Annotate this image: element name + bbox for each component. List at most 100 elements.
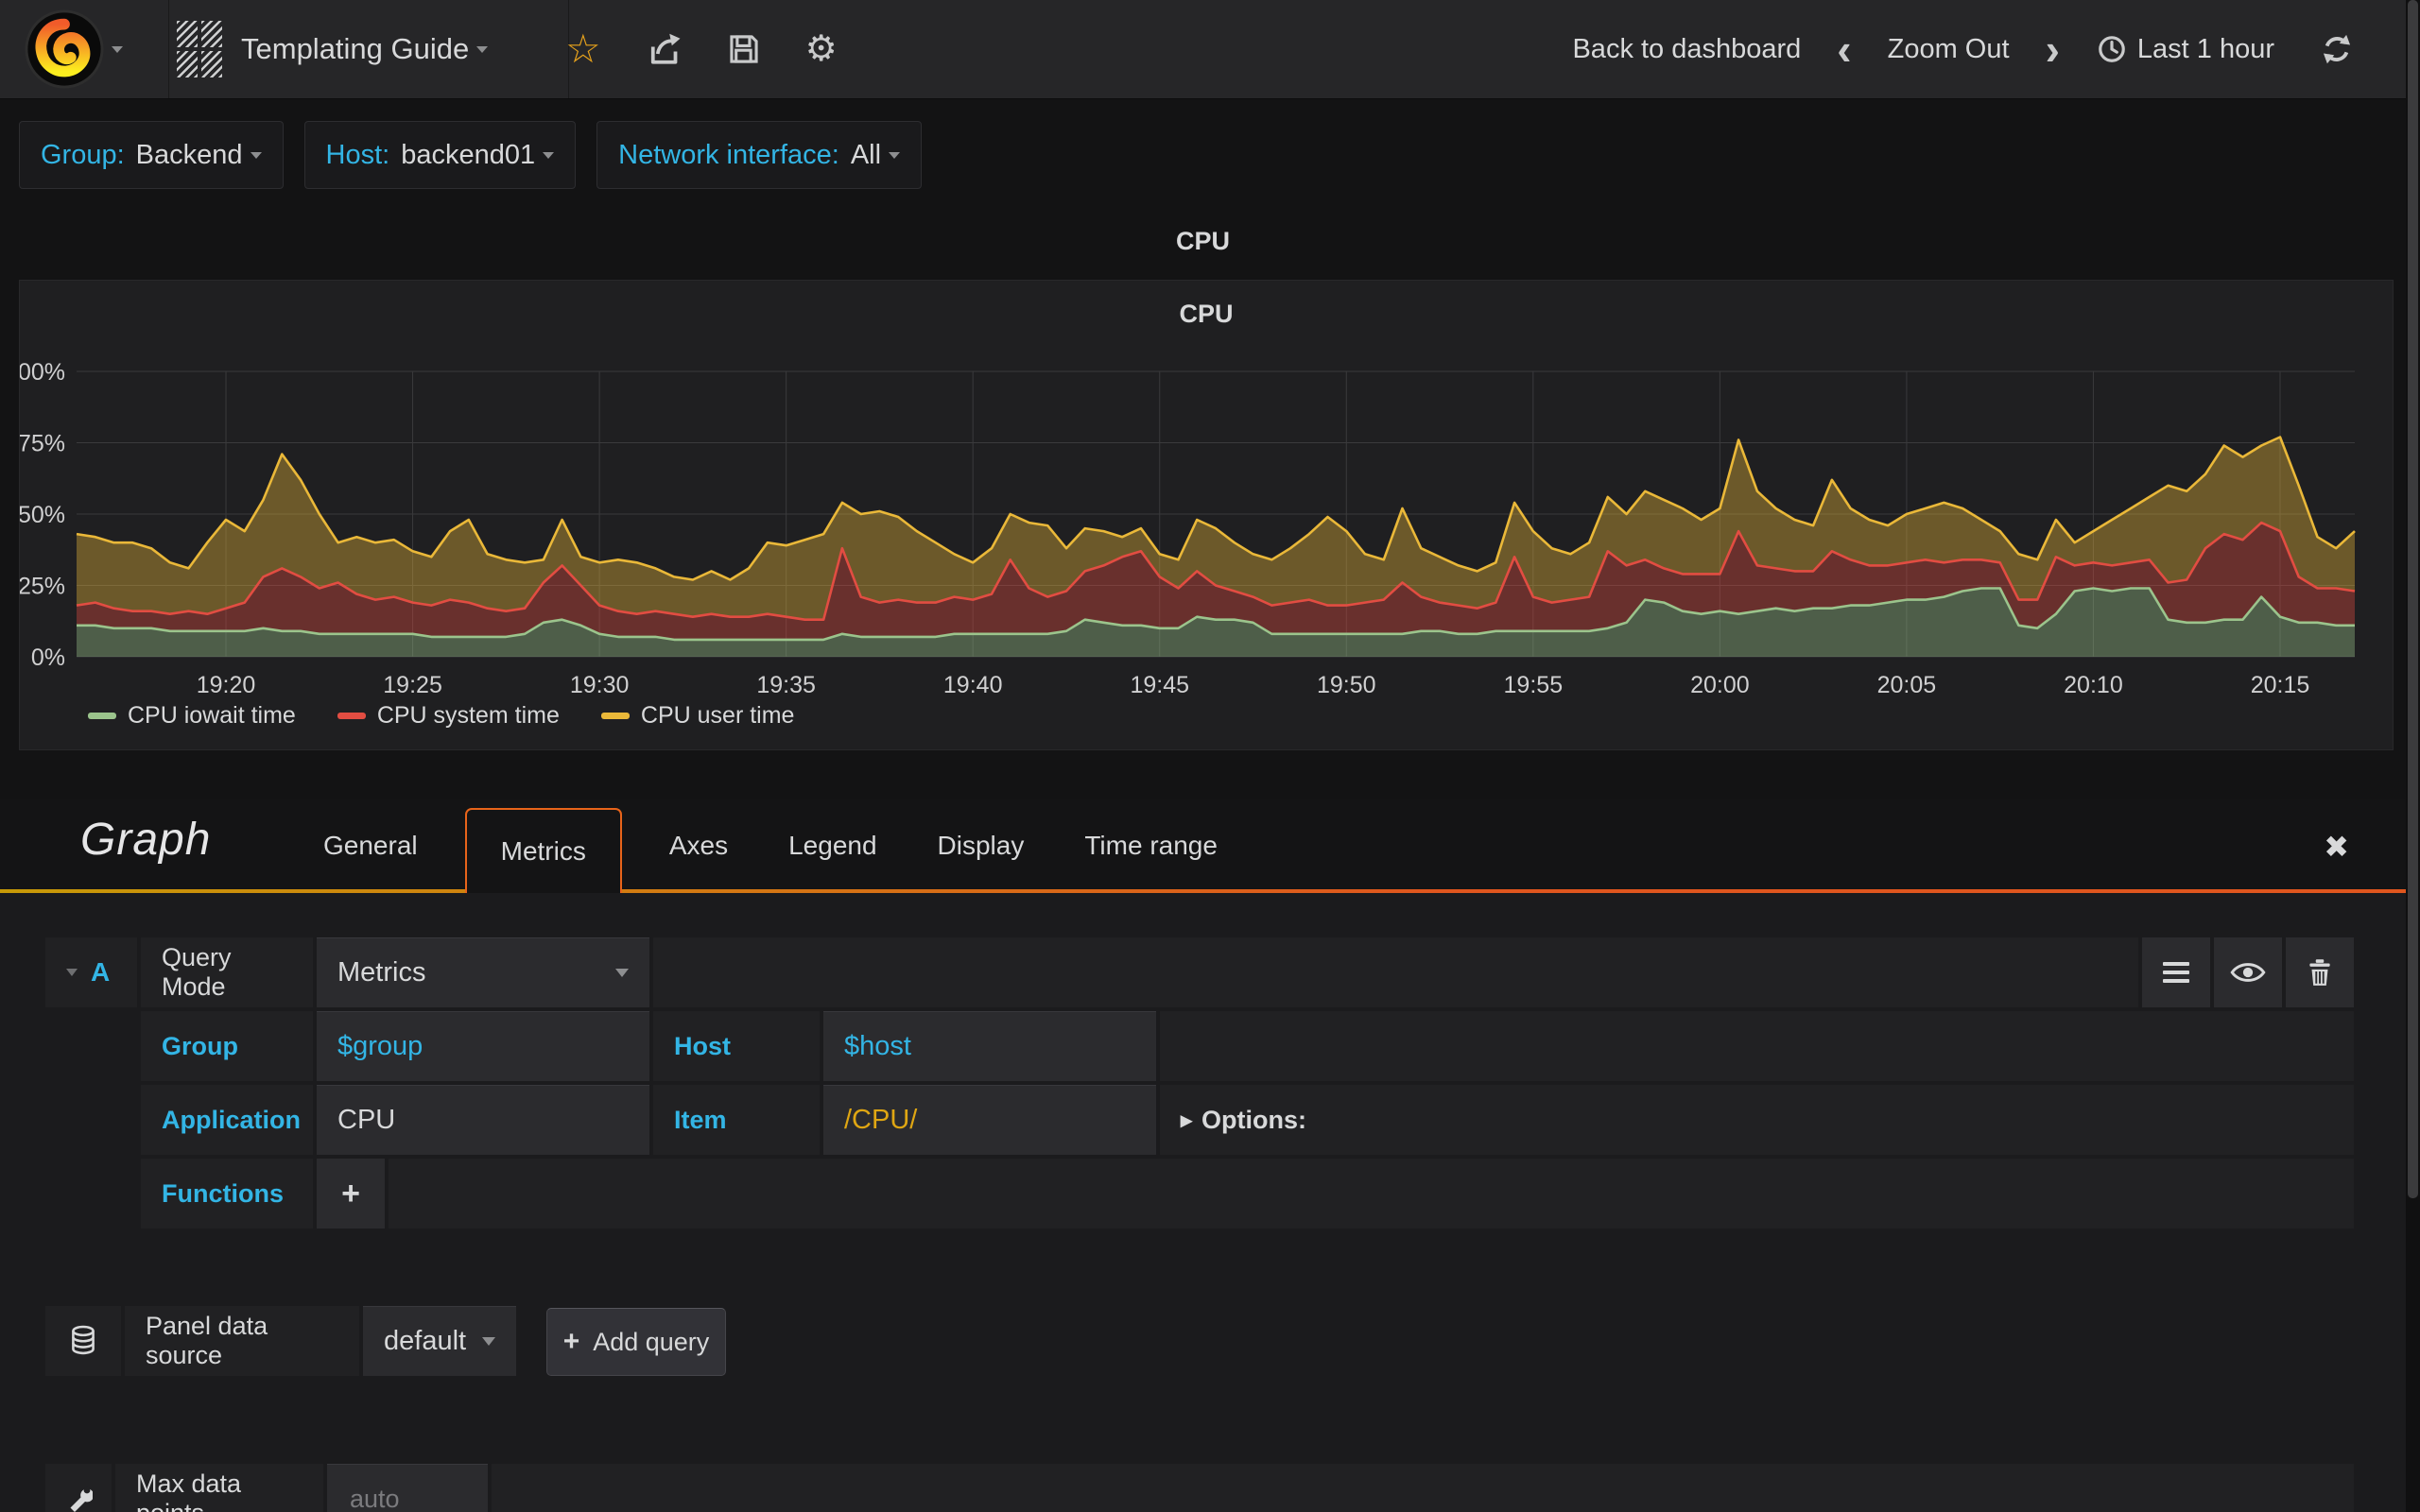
- options-toggle[interactable]: ▸ Options:: [1160, 1085, 2354, 1155]
- legend-item[interactable]: CPU iowait time: [88, 702, 296, 730]
- cpu-chart[interactable]: 0% 25% 50% 75% 100% 19:20 19:25 19:30 19:35 19:40…: [20, 351, 2391, 700]
- star-icon[interactable]: ☆: [565, 26, 601, 71]
- variable-label: Group:: [41, 139, 125, 170]
- options-arrow-icon: ▸: [1181, 1107, 1193, 1133]
- svg-text:50%: 50%: [20, 502, 65, 528]
- panel-type-title: Graph: [80, 815, 212, 865]
- scrollbar-thumb[interactable]: [2408, 0, 2418, 1198]
- functions-row-spacer: [389, 1159, 2354, 1228]
- close-icon[interactable]: ✖: [2324, 830, 2349, 864]
- variable-label: Network interface:: [618, 139, 839, 170]
- svg-text:19:20: 19:20: [197, 672, 256, 698]
- dashboard-title: Templating Guide: [241, 32, 470, 65]
- tab-time-range[interactable]: Time range: [1084, 831, 1218, 860]
- refresh-icon[interactable]: [2320, 32, 2354, 66]
- eye-icon: [2230, 963, 2266, 982]
- chevron-down-icon: [889, 151, 901, 159]
- host-field[interactable]: $host: [823, 1011, 1156, 1081]
- legend-swatch-icon: [600, 713, 630, 719]
- page-scrollbar: [2406, 0, 2420, 1512]
- variable-label: Host:: [325, 139, 390, 170]
- datasource-value: default: [384, 1326, 467, 1356]
- add-query-label: Add query: [593, 1327, 710, 1356]
- clock-icon: [2099, 36, 2125, 62]
- variable-value: Backend: [135, 139, 243, 170]
- svg-text:20:15: 20:15: [2251, 672, 2310, 698]
- cpu-panel: CPU 0% 25% 50% 75% 100% 19:20 19:25 19:30 19:35 1…: [19, 280, 2394, 750]
- grafana-logo-icon: [25, 9, 104, 89]
- group-field-label: Group: [141, 1011, 313, 1081]
- legend-label: CPU user time: [640, 702, 795, 729]
- query-mode-value: Metrics: [337, 957, 426, 988]
- trash-icon: [2309, 959, 2330, 986]
- chart-legend: CPU iowait time CPU system time CPU user t…: [88, 702, 794, 730]
- tab-display[interactable]: Display: [937, 831, 1025, 860]
- tab-general[interactable]: General: [323, 831, 418, 860]
- save-icon[interactable]: [726, 31, 762, 67]
- legend-item[interactable]: CPU user time: [600, 702, 795, 730]
- share-icon[interactable]: [645, 30, 683, 68]
- host-row-spacer: [1160, 1011, 2354, 1081]
- group-field[interactable]: $group: [317, 1011, 649, 1081]
- grafana-logo[interactable]: [25, 9, 123, 89]
- back-to-dashboard-button[interactable]: Back to dashboard: [1572, 33, 1802, 64]
- chevron-down-icon: [543, 151, 555, 159]
- plus-icon: +: [562, 1326, 580, 1357]
- chevron-down-icon: [112, 45, 123, 53]
- panel-title[interactable]: CPU: [1179, 300, 1234, 328]
- max-data-points-spacer: [492, 1464, 2354, 1512]
- query-menu-button[interactable]: [2142, 937, 2210, 1007]
- tab-axes[interactable]: Axes: [668, 831, 729, 860]
- svg-text:75%: 75%: [20, 431, 65, 457]
- tab-legend[interactable]: Legend: [788, 831, 877, 860]
- legend-item[interactable]: CPU system time: [337, 702, 560, 730]
- query-mode-label: Query Mode: [141, 937, 313, 1007]
- add-function-button[interactable]: +: [317, 1159, 385, 1228]
- chevron-right-icon[interactable]: ›: [2045, 24, 2060, 74]
- variable-value: All: [850, 139, 882, 170]
- wrench-icon: [70, 1486, 93, 1512]
- query-delete-button[interactable]: [2286, 937, 2354, 1007]
- query-toggle-visibility-button[interactable]: [2214, 937, 2282, 1007]
- datasource-icon-cell: [45, 1306, 121, 1376]
- time-picker-button[interactable]: Last 1 hour: [2096, 33, 2274, 65]
- svg-text:19:25: 19:25: [383, 672, 442, 698]
- add-query-button[interactable]: + Add query: [546, 1308, 726, 1376]
- variable-group[interactable]: Group: Backend: [19, 121, 284, 189]
- database-icon: [72, 1325, 95, 1355]
- dashboard-grid-icon: [177, 21, 222, 77]
- item-field[interactable]: /CPU/: [823, 1085, 1156, 1155]
- svg-text:19:40: 19:40: [943, 672, 1003, 698]
- row-title[interactable]: CPU: [1175, 227, 1230, 255]
- menu-icon: [2163, 962, 2189, 983]
- dashboard-title-picker[interactable]: Templating Guide: [145, 0, 569, 98]
- svg-text:19:50: 19:50: [1317, 672, 1376, 698]
- collapse-caret-icon: [66, 969, 78, 976]
- legend-label: CPU iowait time: [128, 702, 296, 729]
- max-data-points-input[interactable]: [348, 1484, 467, 1512]
- advanced-options-icon-cell: [45, 1464, 112, 1512]
- navbar: Templating Guide ☆ ⚙ Back to dashboard ‹…: [0, 0, 2406, 99]
- query-mode-select[interactable]: Metrics: [317, 937, 649, 1007]
- host-field-label: Host: [653, 1011, 820, 1081]
- functions-label: Functions: [141, 1159, 313, 1228]
- max-data-points-input-cell[interactable]: [327, 1464, 488, 1512]
- tab-metrics[interactable]: Metrics: [464, 808, 622, 893]
- gear-icon[interactable]: ⚙: [804, 29, 838, 69]
- svg-text:19:30: 19:30: [570, 672, 630, 698]
- application-field[interactable]: CPU: [317, 1085, 649, 1155]
- datasource-select[interactable]: default: [363, 1306, 516, 1376]
- zoom-out-button[interactable]: Zoom Out: [1887, 33, 2010, 64]
- query-ref-toggle[interactable]: A: [45, 937, 137, 1007]
- variable-network-interface[interactable]: Network interface: All: [596, 121, 923, 189]
- chevron-down-icon: [476, 45, 489, 53]
- query-row-spacer: [653, 937, 2138, 1007]
- variable-host[interactable]: Host: backend01: [303, 121, 577, 189]
- svg-text:20:10: 20:10: [2064, 672, 2123, 698]
- chevron-left-icon[interactable]: ‹: [1837, 24, 1852, 74]
- template-variables-row: Group: Backend Host: backend01 Network i…: [19, 121, 923, 189]
- svg-text:100%: 100%: [20, 359, 65, 386]
- application-field-label: Application: [141, 1085, 313, 1155]
- editor-tabs: General Metrics Axes Legend Display Time…: [293, 799, 1248, 893]
- time-range-label: Last 1 hour: [2136, 33, 2274, 64]
